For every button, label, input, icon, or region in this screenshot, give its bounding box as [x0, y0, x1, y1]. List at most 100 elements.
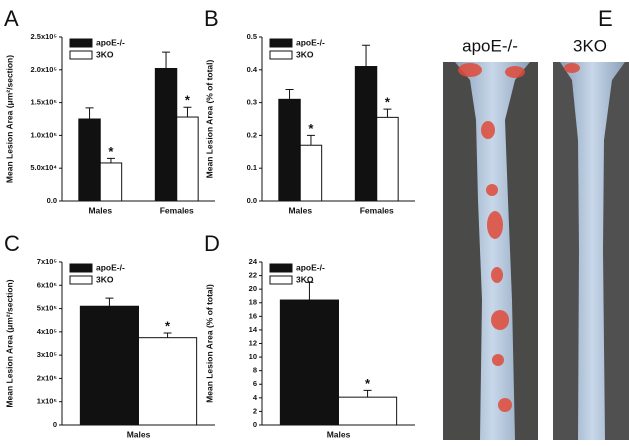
- y-tick-label: 4x10⁵: [37, 327, 58, 336]
- y-tick-label: 2x10⁵: [37, 373, 58, 382]
- lesion-spots: [458, 63, 580, 412]
- legend-label: 3KO: [96, 49, 114, 59]
- x-tick-label: Males: [88, 205, 112, 215]
- error-bar: [285, 88, 294, 100]
- error-bar: [183, 106, 192, 118]
- bar: [99, 162, 123, 202]
- significance-mark: *: [108, 144, 114, 159]
- y-tick-label: 16: [249, 311, 257, 320]
- y-tick-label: 0: [253, 420, 257, 429]
- y-tick-label: 0.4: [247, 65, 258, 74]
- error-bar: [383, 108, 392, 118]
- error-bar: [162, 51, 171, 69]
- significance-mark: *: [185, 93, 191, 108]
- y-axis-label: Mean Lesion Area (μm²/section): [4, 279, 14, 407]
- error-bar: [363, 389, 372, 398]
- y-tick-label: 8: [253, 366, 257, 375]
- y-tick-label: 12: [249, 338, 257, 347]
- legend-swatch: [269, 275, 293, 285]
- y-axis-label: Mean Lesion Area (% of total): [204, 284, 214, 403]
- y-tick-label: 0.0: [47, 196, 57, 205]
- legend-swatch: [69, 50, 93, 60]
- error-bar: [305, 281, 314, 301]
- y-tick-label: 0.5: [247, 32, 257, 41]
- y-tick-label: 0.1: [247, 163, 257, 172]
- legend-label: apoE-/-: [296, 37, 325, 47]
- panel-letter: D: [204, 231, 220, 256]
- y-axis-label: Mean Lesion Area (% of total): [204, 59, 214, 178]
- y-tick-label: 5.0x10⁴: [30, 163, 57, 172]
- error-bar: [105, 297, 114, 307]
- bar: [154, 67, 178, 202]
- y-tick-label: 2: [253, 406, 257, 415]
- image-label: apoE-/-: [462, 36, 518, 55]
- legend-label: apoE-/-: [96, 262, 125, 272]
- y-tick-label: 2.0x10⁵: [31, 65, 58, 74]
- legend-label: apoE-/-: [96, 37, 125, 47]
- y-tick-label: 3x10⁵: [37, 350, 58, 359]
- y-tick-label: 6x10⁵: [37, 280, 58, 289]
- y-tick-label: 1x10⁵: [37, 397, 58, 406]
- bar: [376, 116, 399, 202]
- significance-mark: *: [308, 121, 314, 136]
- legend-label: apoE-/-: [296, 262, 325, 272]
- y-tick-label: 0: [53, 420, 57, 429]
- legend-swatch: [269, 38, 293, 48]
- y-tick-label: 22: [249, 271, 257, 280]
- panel-letter: C: [4, 231, 20, 256]
- x-tick-label: Males: [127, 429, 151, 439]
- legend-label: 3KO: [296, 49, 314, 59]
- bar: [279, 299, 339, 426]
- bar: [79, 305, 139, 426]
- y-tick-label: 1.0x10⁵: [31, 130, 58, 139]
- legend-swatch: [69, 38, 93, 48]
- y-tick-label: 6: [253, 379, 257, 388]
- y-tick-label: 20: [249, 284, 257, 293]
- y-tick-label: 0.3: [247, 98, 257, 107]
- legend-swatch: [69, 275, 93, 285]
- error-bar: [163, 332, 172, 338]
- y-tick-label: 7x10⁵: [37, 257, 58, 266]
- significance-mark: *: [385, 95, 391, 110]
- y-tick-label: 1.5x10⁵: [31, 98, 58, 107]
- x-tick-label: Males: [288, 205, 312, 215]
- y-tick-label: 0.0: [247, 196, 257, 205]
- y-tick-label: 2.5x10⁵: [31, 32, 58, 41]
- legend-swatch: [269, 263, 293, 273]
- x-tick-label: Females: [160, 205, 194, 215]
- x-tick-label: Males: [327, 429, 351, 439]
- bar: [138, 337, 198, 426]
- y-tick-label: 0.2: [247, 130, 257, 139]
- significance-mark: *: [165, 318, 171, 333]
- bar: [176, 116, 199, 202]
- y-tick-label: 10: [249, 352, 257, 361]
- panel-letter: A: [4, 6, 19, 31]
- image-panel: E apoE-/- 3KO: [443, 6, 629, 440]
- error-bar: [362, 44, 371, 67]
- y-axis-label: Mean Lesion Area (μm²/section): [4, 55, 14, 183]
- legend-swatch: [269, 50, 293, 60]
- image-label: 3KO: [573, 36, 607, 55]
- legend-label: 3KO: [296, 274, 314, 284]
- error-bar: [306, 134, 315, 146]
- bar: [78, 118, 101, 202]
- bar: [278, 98, 301, 202]
- panel-letter: B: [204, 6, 219, 31]
- bar: [354, 66, 378, 202]
- vessel: [560, 62, 625, 440]
- error-bar: [85, 107, 94, 119]
- y-tick-label: 4: [253, 393, 258, 402]
- panel-letter: E: [598, 6, 613, 31]
- vessel: [455, 62, 530, 440]
- y-tick-label: 5x10⁵: [37, 304, 58, 313]
- error-bar: [106, 157, 115, 163]
- significance-mark: *: [365, 376, 371, 391]
- legend-swatch: [69, 263, 93, 273]
- x-tick-label: Females: [360, 205, 394, 215]
- bar: [299, 144, 323, 202]
- y-tick-label: 14: [249, 325, 258, 334]
- y-tick-label: 24: [249, 257, 258, 266]
- bar: [338, 396, 398, 426]
- legend-label: 3KO: [96, 274, 114, 284]
